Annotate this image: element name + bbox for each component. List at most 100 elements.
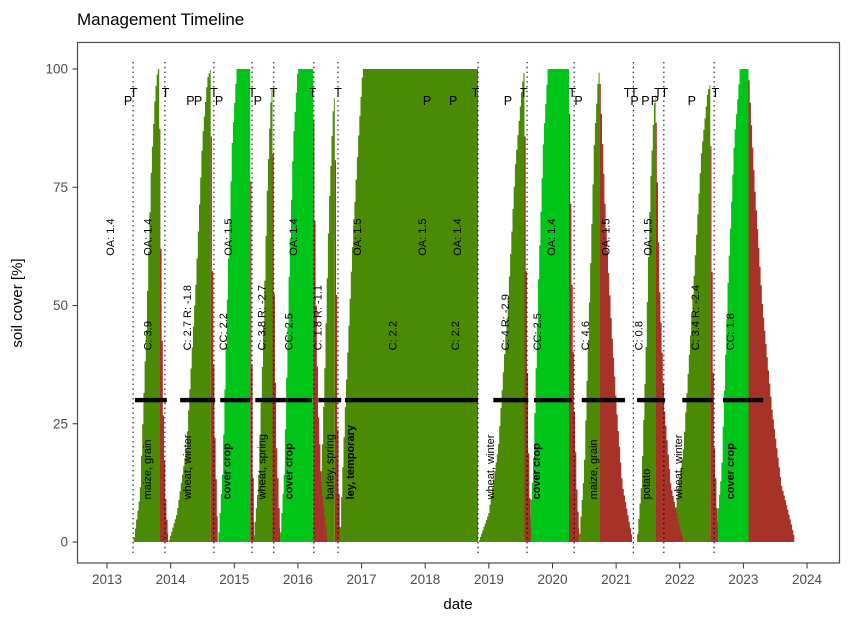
event-letter-t: T [712,86,720,100]
carbon-input-label: C: 3.4 R: -2.4 [690,285,702,350]
event-letter-t: T [248,86,256,100]
event-letter-p: P [423,94,431,108]
x-tick-label: 2014 [156,572,187,587]
residue-area [599,84,632,542]
residue-area [210,136,218,542]
event-letter-t: T [568,86,576,100]
x-tick-label: 2022 [665,572,695,587]
event-letter-t: T [309,86,317,100]
organic-amendment-label: OA: 1.4 [105,219,117,256]
carbon-input-label: C: 2.2 [388,321,400,350]
event-letter-t: T [270,86,278,100]
event-letter-p: P [688,94,696,108]
y-tick-label: 25 [53,416,68,431]
event-letter-t: T [210,86,218,100]
event-letter-p: P [574,94,582,108]
residue-area [524,136,531,542]
crop-area [317,98,335,542]
x-tick-label: 2023 [728,572,758,587]
event-letter-p: P [194,94,202,108]
event-letter-p: P [186,94,194,108]
event-letter-t: T [661,86,669,100]
soil-cover-threshold-bar [255,397,281,403]
carbon-input-label: C: 1.8 R: -1.1 [313,285,325,350]
x-tick-label: 2018 [410,572,440,587]
crop-name-label: wheat, winter [673,434,685,500]
soil-cover-threshold-bar [220,397,251,403]
organic-amendment-label: OA: 1.5 [417,219,429,256]
carbon-input-label: C: 2.2 [450,321,462,350]
y-tick-label: 75 [53,180,68,195]
x-tick-label: 2016 [283,572,313,587]
crop-area [579,72,600,543]
soil-cover-threshold-bar [534,397,573,403]
carbon-input-label: C: 3.9 [143,321,155,350]
x-tick-label: 2013 [92,572,122,587]
event-letter-p: P [254,94,262,108]
organic-amendment-label: OA: 1.4 [143,219,155,256]
event-letter-p: P [449,94,457,108]
crop-name-label: cover crop [725,443,737,500]
soil-cover-threshold-bar [280,397,312,403]
event-letter-p: P [641,94,649,108]
event-letter-t: T [130,86,138,100]
cover-crop-area [528,69,569,542]
x-tick-label: 2021 [601,572,631,587]
crop-name-label: potato [641,469,653,500]
event-letter-p: P [124,94,132,108]
crop-area [133,69,160,542]
soil-cover-threshold-bar [682,397,713,403]
y-tick-label: 0 [60,535,68,550]
residue-area [334,160,340,542]
carbon-input-label: CC: 2.5 [532,313,544,350]
crop-area [253,89,273,542]
carbon-input-label: C: 2.7 R: -1.8 [182,285,194,350]
crop-name-label: barley, spring [325,434,337,499]
crop-name-label: cover crop [531,443,543,500]
crop-name-label: maize, grain [142,439,154,499]
x-axis-title: date [443,596,472,613]
residue-area [710,146,718,542]
event-letter-p: P [504,94,512,108]
crop-name-label: ley, temporary [345,424,357,499]
carbon-input-label: C: 3.8 R: -2.7 [257,285,269,350]
organic-amendment-label: OA: 1.5 [352,219,364,256]
event-letter-t: T [162,86,170,100]
carbon-input-label: C: 4 R: -2.9 [500,294,512,350]
x-tick-label: 2017 [347,572,377,587]
organic-amendment-label: OA: 1.4 [288,219,300,256]
residue-area [748,80,795,542]
residue-area [569,113,580,543]
soil-cover-threshold-bar [723,397,764,403]
organic-amendment-label: OA: 1.5 [600,219,612,256]
soil-cover-threshold-bar [180,397,216,403]
crop-area [637,94,656,543]
residue-area [313,119,328,542]
y-tick-label: 50 [53,298,68,313]
cover-crop-area [715,69,749,542]
organic-amendment-label: OA: 1.4 [546,219,558,256]
x-tick-label: 2019 [474,572,504,587]
carbon-input-label: CC: 1.8 [725,313,737,350]
soil-cover-threshold-bar [637,397,666,403]
residue-area [655,122,683,542]
chart-title: Management Timeline [77,10,244,29]
carbon-input-label: C: 4.6 [580,321,592,350]
residue-area [272,153,281,542]
x-tick-label: 2015 [219,572,249,587]
soil-cover-threshold-bar [318,397,342,403]
soil-cover-threshold-bar [345,397,479,403]
event-letter-t: T [472,86,480,100]
cover-crop-area [218,69,251,542]
carbon-input-label: CC: 2.5 [283,313,295,350]
panel-border [76,41,841,564]
crop-area [478,73,525,542]
x-tick-label: 2024 [792,572,823,587]
crop-area [339,69,478,542]
crop-area [667,85,711,542]
y-axis-title: soil cover [%] [9,258,26,347]
y-tick-label: 100 [45,62,68,77]
crop-area [168,70,211,543]
